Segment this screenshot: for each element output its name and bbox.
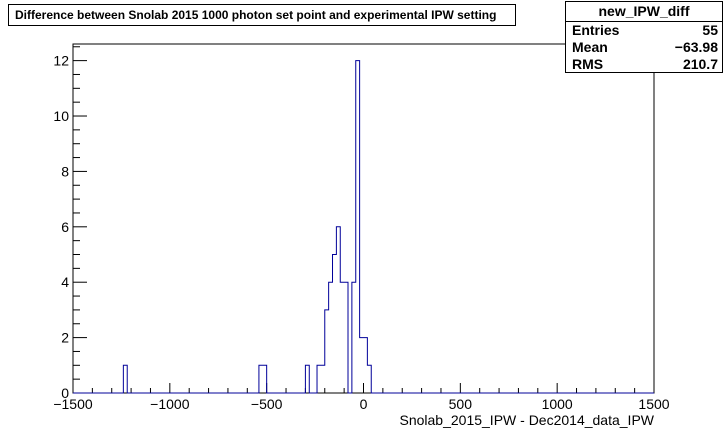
stats-value: 55 (702, 22, 718, 38)
y-tick-label: 12 (53, 53, 69, 69)
x-tick-label: −500 (251, 396, 283, 412)
x-tick-label: −1000 (150, 396, 190, 412)
stats-row-mean: Mean −63.98 (566, 39, 722, 56)
histogram-bin (356, 61, 360, 393)
axis-ticks (72, 46, 655, 394)
x-tick-label: −1500 (53, 396, 93, 412)
stats-row-rms: RMS 210.7 (566, 56, 722, 73)
histogram-bin (317, 365, 321, 393)
histogram-bin (364, 338, 368, 393)
stats-label: Mean (572, 39, 608, 55)
histogram-bin (263, 365, 267, 393)
histogram-bin (340, 282, 344, 393)
chart-title: Difference between Snolab 2015 1000 phot… (8, 4, 516, 26)
x-axis-label: Snolab_2015_IPW - Dec2014_data_IPW (400, 412, 655, 428)
x-tick-label: 1000 (542, 396, 573, 412)
histogram-bin (329, 282, 333, 393)
histogram-bin (352, 282, 356, 393)
stats-row-entries: Entries 55 (566, 22, 722, 39)
stats-label: RMS (572, 56, 604, 72)
stats-name: new_IPW_diff (566, 2, 722, 22)
histogram-bin (344, 282, 348, 393)
x-tick-label: 500 (449, 396, 473, 412)
y-tick-label: 6 (61, 219, 69, 235)
stats-value: 210.7 (682, 56, 718, 72)
y-tick-label: 8 (61, 163, 69, 179)
stats-label: Entries (572, 22, 620, 38)
y-tick-label: 2 (61, 330, 69, 346)
plot-frame (72, 43, 655, 394)
histogram-bin (321, 365, 325, 393)
y-tick-label: 4 (61, 274, 69, 290)
y-tick-label: 0 (61, 385, 69, 401)
histogram-series (73, 60, 654, 394)
y-tick-label: 10 (53, 108, 69, 124)
histogram-bin (336, 227, 340, 393)
histogram-bin (360, 338, 364, 393)
x-tick-label: 1500 (638, 396, 669, 412)
histogram-bin (333, 255, 337, 393)
histogram-bin (259, 365, 263, 393)
stats-value: −63.98 (674, 39, 718, 55)
histogram-bin (305, 365, 309, 393)
stats-box: new_IPW_diff Entries 55 Mean −63.98 RMS … (565, 1, 723, 73)
axis-labels: −1500 −1000 −500 0 500 1000 1500 0 2 4 6 8 10 12 Snola… (53, 53, 669, 428)
histogram-bins (123, 61, 371, 393)
x-tick-label: 0 (360, 396, 368, 412)
histogram-bin (325, 310, 329, 393)
histogram-bin (123, 365, 127, 393)
histogram-bin (367, 365, 371, 393)
